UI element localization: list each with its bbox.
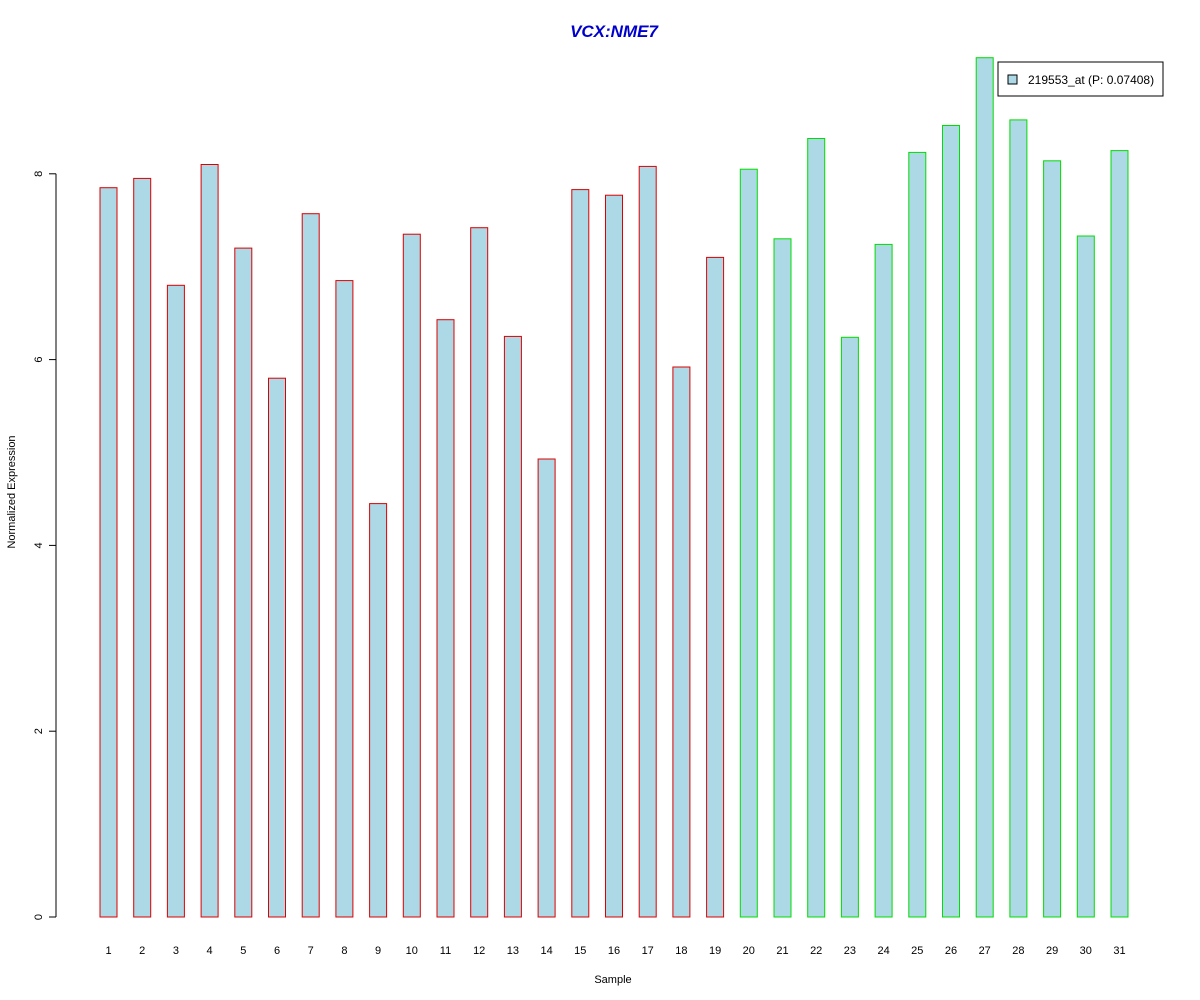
legend-box xyxy=(997,61,1164,97)
bar-sample-31 xyxy=(1110,150,1129,918)
x-tick-label: 3 xyxy=(173,945,179,957)
x-tick-label: 2 xyxy=(139,945,145,957)
bar-sample-7 xyxy=(301,213,320,918)
x-tick-label: 8 xyxy=(341,945,347,957)
bar-sample-22 xyxy=(807,138,826,918)
chart-title: VCX:NME7 xyxy=(570,22,659,41)
x-tick-label: 31 xyxy=(1113,945,1125,957)
bar-sample-9 xyxy=(369,503,388,918)
x-axis-label: Sample xyxy=(594,974,631,986)
y-tick-label: 2 xyxy=(33,728,45,734)
legend-swatch xyxy=(1007,74,1018,85)
y-tick-label: 0 xyxy=(33,914,45,920)
x-tick-label: 17 xyxy=(642,945,654,957)
x-tick-label: 10 xyxy=(406,945,418,957)
bar-sample-12 xyxy=(470,227,489,918)
x-tick-label: 7 xyxy=(308,945,314,957)
x-tick-label: 14 xyxy=(540,945,552,957)
bar-sample-25 xyxy=(908,151,927,918)
bar-sample-28 xyxy=(1009,119,1028,918)
bar-sample-18 xyxy=(672,366,691,918)
bar-sample-27 xyxy=(975,57,994,918)
x-tick-label: 21 xyxy=(776,945,788,957)
x-tick-label: 29 xyxy=(1046,945,1058,957)
bars xyxy=(99,57,1129,918)
bar-sample-14 xyxy=(537,458,556,918)
bar-sample-2 xyxy=(133,177,152,918)
bar-sample-15 xyxy=(571,189,590,918)
x-tick-label: 19 xyxy=(709,945,721,957)
bar-sample-13 xyxy=(503,335,522,918)
x-tick-label: 13 xyxy=(507,945,519,957)
bar-sample-5 xyxy=(234,247,253,918)
bar-sample-10 xyxy=(402,233,421,918)
bar-sample-23 xyxy=(840,336,859,918)
x-tick-label: 23 xyxy=(844,945,856,957)
x-tick-label: 16 xyxy=(608,945,620,957)
y-tick-label: 8 xyxy=(33,171,45,177)
x-tick-label: 1 xyxy=(105,945,111,957)
bar-sample-21 xyxy=(773,238,792,918)
x-tick-label: 18 xyxy=(675,945,687,957)
bar-sample-16 xyxy=(605,194,623,918)
y-tick-label: 4 xyxy=(33,542,45,548)
bar-sample-17 xyxy=(638,165,657,918)
bar-sample-11 xyxy=(436,319,455,918)
bar-sample-20 xyxy=(739,168,758,918)
x-tick-label: 24 xyxy=(877,945,889,957)
x-tick-label: 22 xyxy=(810,945,822,957)
x-tick-label: 30 xyxy=(1080,945,1092,957)
bar-sample-24 xyxy=(874,243,893,918)
x-tick-label: 6 xyxy=(274,945,280,957)
bar-sample-1 xyxy=(99,187,118,918)
x-tick-label: 4 xyxy=(207,945,213,957)
bar-sample-6 xyxy=(268,377,286,918)
y-axis: 0 2 4 6 8 xyxy=(33,171,57,920)
legend-label: 219553_at (P: 0.07408) xyxy=(1028,73,1154,87)
x-tick-labels: 1 2 3 4 5 6 7 8 9 10 11 12 13 14 15 16 17 18 19 20 21 22 23 24 2… xyxy=(105,945,1125,957)
bar-sample-8 xyxy=(335,280,354,918)
y-tick-label: 6 xyxy=(33,357,45,363)
y-axis-label: Normalized Expression xyxy=(6,435,18,548)
legend: 219553_at (P: 0.07408) xyxy=(997,61,1164,97)
x-tick-label: 20 xyxy=(743,945,755,957)
bar-sample-19 xyxy=(706,256,725,918)
x-tick-label: 5 xyxy=(240,945,246,957)
x-tick-label: 28 xyxy=(1012,945,1024,957)
bar-sample-4 xyxy=(200,164,219,918)
x-tick-label: 12 xyxy=(473,945,485,957)
x-tick-label: 25 xyxy=(911,945,923,957)
x-tick-label: 11 xyxy=(440,945,451,957)
bar-sample-26 xyxy=(942,125,960,918)
bar-sample-29 xyxy=(1043,160,1062,918)
x-tick-label: 9 xyxy=(375,945,381,957)
x-tick-label: 15 xyxy=(574,945,586,957)
x-tick-label: 27 xyxy=(979,945,991,957)
bar-sample-3 xyxy=(166,284,185,918)
x-tick-label: 26 xyxy=(945,945,957,957)
bar-sample-30 xyxy=(1076,235,1095,918)
